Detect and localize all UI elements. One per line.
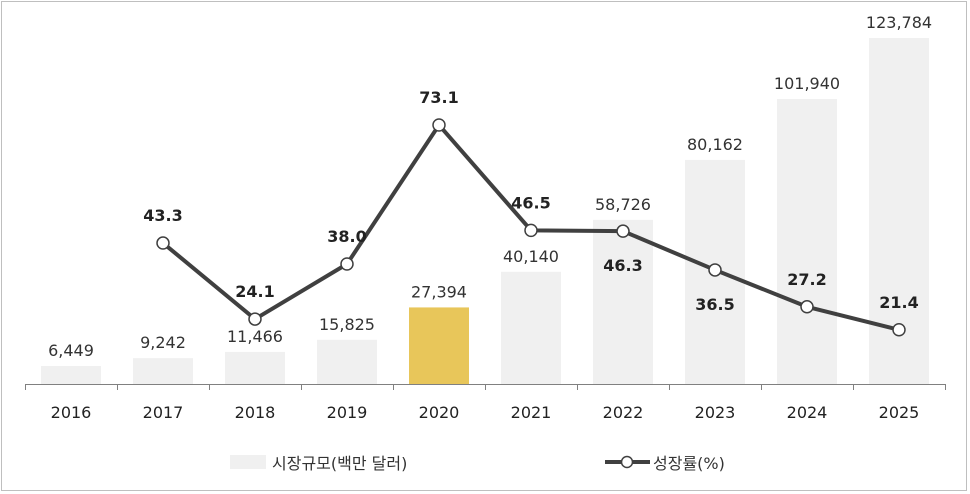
legend-line-marker xyxy=(620,455,634,469)
legend-bar-swatch xyxy=(230,455,266,469)
x-tick-label-2021: 2021 xyxy=(511,403,552,422)
x-tick-label-2017: 2017 xyxy=(143,403,184,422)
growth-label-2024: 27.2 xyxy=(787,270,826,289)
growth-point-2022 xyxy=(616,224,630,238)
bar-2022 xyxy=(593,219,653,384)
growth-label-2020: 73.1 xyxy=(419,88,458,107)
growth-point-2023 xyxy=(708,263,722,277)
growth-point-2018 xyxy=(248,312,262,326)
x-tick-label-2022: 2022 xyxy=(603,403,644,422)
growth-label-2017: 43.3 xyxy=(143,206,182,225)
growth-point-2025 xyxy=(892,323,906,337)
bar-2021 xyxy=(501,271,561,384)
x-tick-label-2020: 2020 xyxy=(419,403,460,422)
growth-label-2023: 36.5 xyxy=(695,295,734,314)
bar-label-2022: 58,726 xyxy=(595,195,651,214)
bar-label-2020: 27,394 xyxy=(411,282,467,301)
bar-label-2024: 101,940 xyxy=(774,74,840,93)
x-tick-label-2018: 2018 xyxy=(235,403,276,422)
growth-label-2021: 46.5 xyxy=(511,193,550,212)
bar-label-2025: 123,784 xyxy=(866,13,932,32)
bar-label-2018: 11,466 xyxy=(227,327,283,346)
growth-label-2022: 46.3 xyxy=(603,256,642,275)
legend-line-label: 성장률(%) xyxy=(653,454,725,473)
x-tick-label-2019: 2019 xyxy=(327,403,368,422)
growth-label-2019: 38.0 xyxy=(327,227,366,246)
growth-point-2019 xyxy=(340,257,354,271)
bar-label-2016: 6,449 xyxy=(48,341,94,360)
x-tick-label-2023: 2023 xyxy=(695,403,736,422)
bar-label-2017: 9,242 xyxy=(140,333,186,352)
bar-2017 xyxy=(133,358,193,384)
bar-label-2021: 40,140 xyxy=(503,247,559,266)
x-tick-label-2024: 2024 xyxy=(787,403,828,422)
x-tick-label-2016: 2016 xyxy=(51,403,92,422)
bar-2019 xyxy=(317,339,377,384)
growth-point-2017 xyxy=(156,236,170,250)
legend-bar-label: 시장규모(백만 달러) xyxy=(272,454,407,473)
growth-label-2025: 21.4 xyxy=(879,293,918,312)
growth-point-2021 xyxy=(524,223,538,238)
legend: 시장규모(백만 달러) 성장률(%) xyxy=(230,454,725,473)
bar-2024 xyxy=(777,99,837,384)
bar-label-2019: 15,825 xyxy=(319,315,375,334)
bar-2016 xyxy=(41,365,101,384)
bar-2020 xyxy=(409,307,469,384)
growth-point-2024 xyxy=(800,300,814,314)
growth-point-2020 xyxy=(432,118,446,132)
x-tick-label-2025: 2025 xyxy=(879,403,920,422)
bar-label-2023: 80,162 xyxy=(687,135,743,154)
growth-label-2018: 24.1 xyxy=(235,282,274,301)
bar-2018 xyxy=(225,351,285,384)
